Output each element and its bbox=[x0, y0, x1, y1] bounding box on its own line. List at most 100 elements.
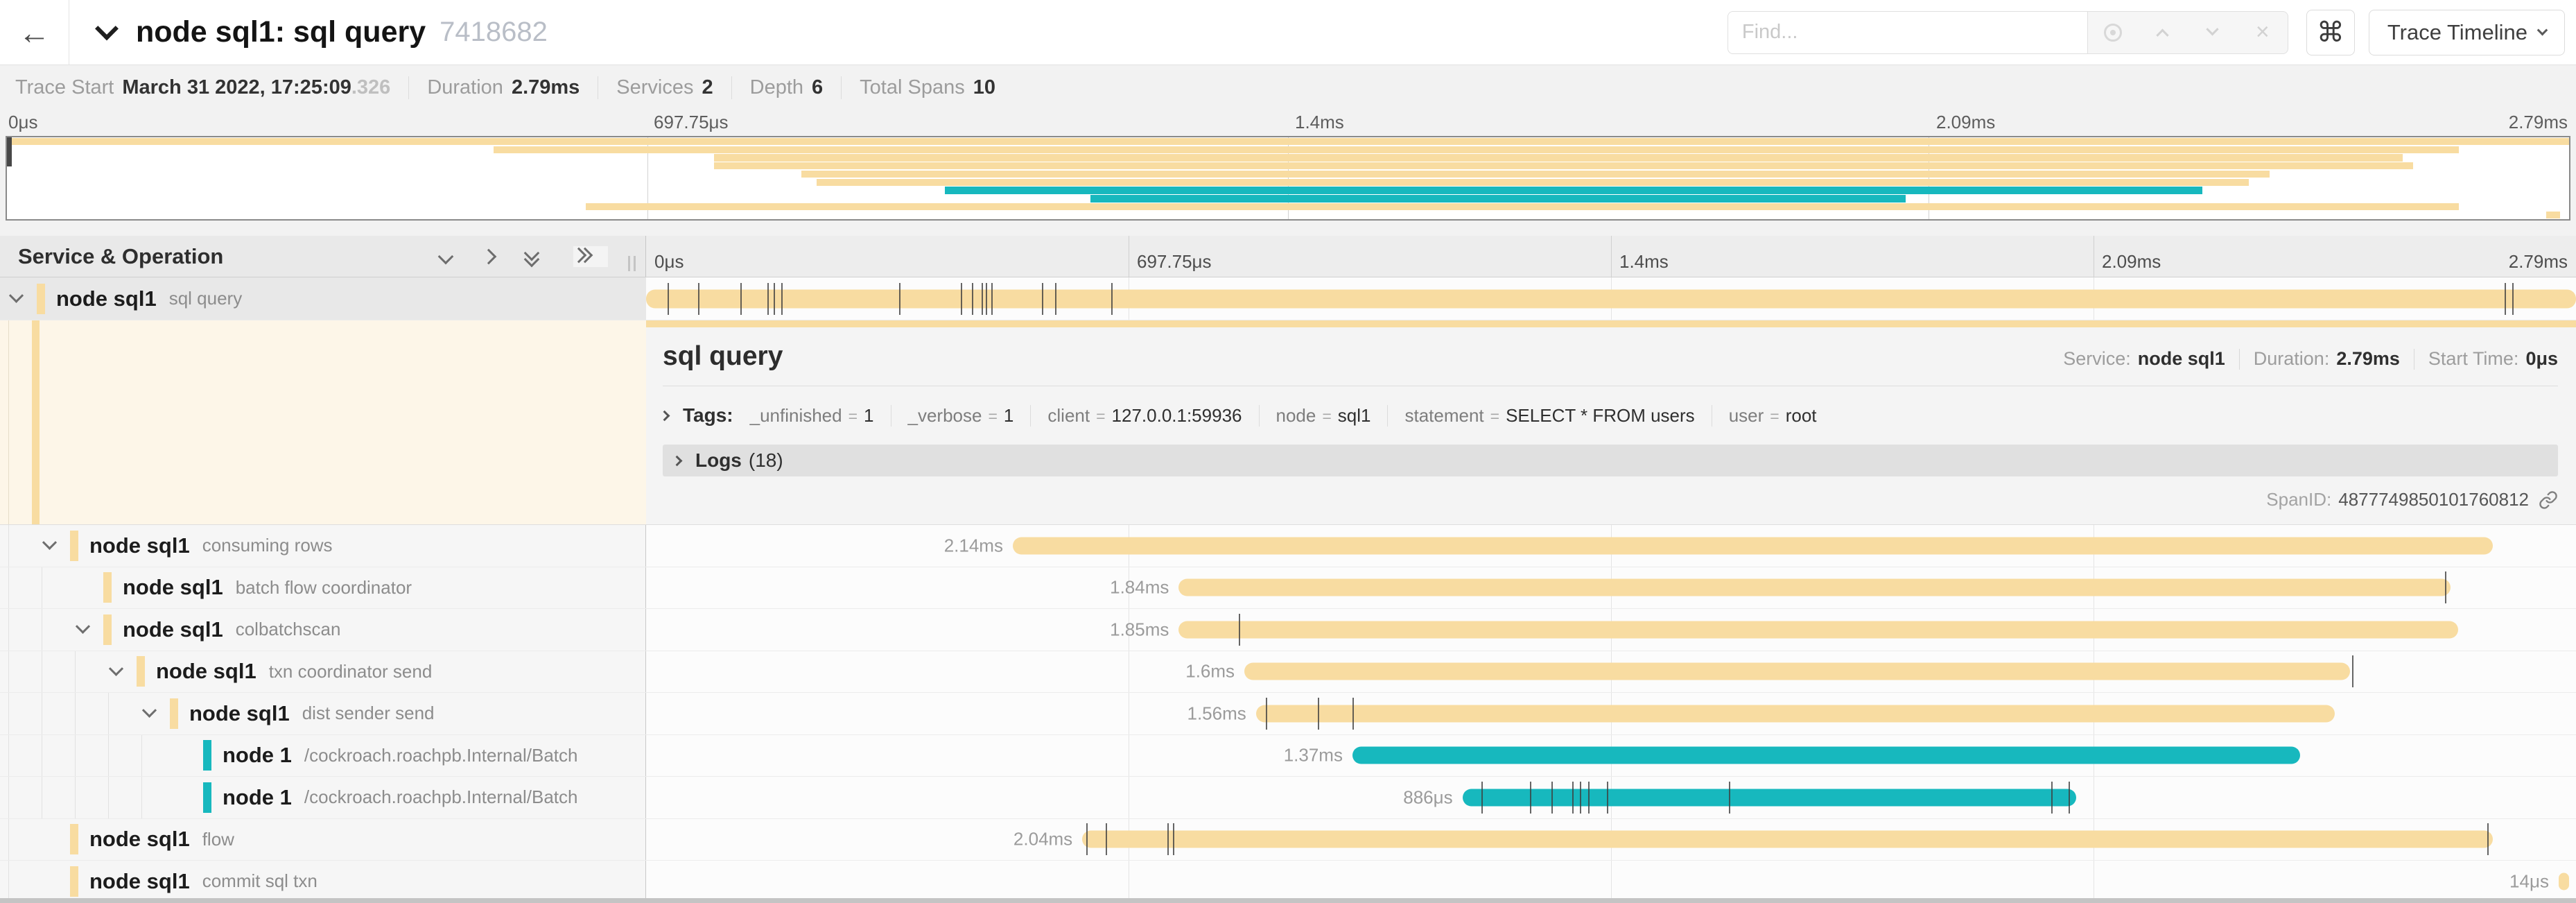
span-operation[interactable]: flow bbox=[202, 828, 234, 850]
span-name-cell[interactable]: node sql1 flow bbox=[0, 818, 646, 860]
span-lane[interactable]: 2.14ms bbox=[646, 525, 2576, 567]
find-prev-button[interactable] bbox=[2138, 12, 2188, 53]
span-name-cell[interactable]: node sql1 commit sql txn bbox=[0, 861, 646, 902]
minimap-row[interactable] bbox=[7, 203, 2569, 211]
minimap-row[interactable] bbox=[7, 195, 2569, 203]
expand-one-icon[interactable] bbox=[480, 248, 497, 264]
span-row[interactable]: node sql1 consuming rows 2.14ms bbox=[0, 525, 2576, 567]
expand-all-icon[interactable] bbox=[571, 246, 608, 267]
span-row[interactable]: node 1 /cockroach.roachpb.Internal/Batch… bbox=[0, 777, 2576, 819]
span-service[interactable]: node 1 bbox=[223, 743, 292, 768]
span-bar[interactable] bbox=[1462, 789, 2076, 807]
find-clear-button[interactable]: × bbox=[2255, 19, 2270, 45]
span-name-cell[interactable]: node sql1 txn coordinator send bbox=[0, 651, 646, 692]
span-service[interactable]: node sql1 bbox=[89, 827, 190, 852]
span-lane[interactable]: 1.6ms bbox=[646, 651, 2576, 693]
span-row[interactable]: node sql1 commit sql txn 14μs bbox=[0, 861, 2576, 903]
trace-view-dropdown[interactable]: Trace Timeline bbox=[2368, 9, 2565, 55]
span-lane[interactable]: 2.04ms bbox=[646, 819, 2576, 861]
trace-minimap[interactable] bbox=[6, 136, 2570, 221]
span-service[interactable]: node sql1 bbox=[189, 700, 290, 725]
span-name-cell[interactable]: node sql1 batch flow coordinator bbox=[0, 567, 646, 608]
span-service[interactable]: node sql1 bbox=[156, 659, 256, 684]
span-bar[interactable] bbox=[1352, 746, 2300, 764]
span-lane[interactable] bbox=[646, 277, 2576, 320]
span-service[interactable]: node sql1 bbox=[56, 286, 157, 311]
find-locate-button[interactable] bbox=[2088, 12, 2138, 53]
span-bar[interactable] bbox=[2558, 872, 2570, 891]
span-service[interactable]: node 1 bbox=[223, 784, 292, 809]
span-service[interactable]: node sql1 bbox=[89, 533, 190, 558]
span-row[interactable]: node sql1 batch flow coordinator 1.84ms bbox=[0, 567, 2576, 609]
minimap-row[interactable] bbox=[7, 146, 2569, 154]
find-next-button[interactable] bbox=[2188, 12, 2238, 53]
span-row[interactable]: node sql1 dist sender send 1.56ms bbox=[0, 693, 2576, 735]
expand-chevron-icon[interactable] bbox=[8, 288, 24, 303]
span-operation[interactable]: batch flow coordinator bbox=[235, 576, 412, 598]
span-lane[interactable]: 1.85ms bbox=[646, 609, 2576, 651]
span-bar[interactable] bbox=[1178, 578, 2451, 596]
span-lane[interactable]: 1.37ms bbox=[646, 735, 2576, 777]
collapse-one-icon[interactable] bbox=[437, 248, 454, 264]
tag-key: _verbose bbox=[907, 404, 982, 426]
collapse-all-icon[interactable] bbox=[523, 245, 541, 267]
minimap-row[interactable] bbox=[7, 211, 2569, 219]
span-bar[interactable] bbox=[646, 289, 2576, 308]
span-name-cell[interactable]: node 1 /cockroach.roachpb.Internal/Batch bbox=[0, 734, 646, 776]
span-operation[interactable]: consuming rows bbox=[202, 535, 333, 556]
span-operation[interactable]: /cockroach.roachpb.Internal/Batch bbox=[304, 744, 578, 766]
span-operation[interactable]: dist sender send bbox=[302, 703, 435, 724]
span-service[interactable]: node sql1 bbox=[89, 868, 190, 893]
deep-link-icon[interactable] bbox=[2539, 490, 2558, 510]
logs-row[interactable]: Logs (18) bbox=[663, 445, 2558, 476]
span-bar[interactable] bbox=[1255, 705, 2335, 723]
span-operation[interactable]: sql query bbox=[168, 288, 243, 309]
tags-row[interactable]: Tags: _unfinished = 1 _verbose = 1 clien… bbox=[659, 404, 2558, 427]
span-row[interactable]: node sql1 sql query bbox=[0, 277, 2576, 320]
span-detail-name-column bbox=[0, 320, 646, 524]
span-name-cell[interactable]: node 1 /cockroach.roachpb.Internal/Batch bbox=[0, 777, 646, 818]
column-resizer-grip[interactable] bbox=[628, 256, 636, 271]
span-service[interactable]: node sql1 bbox=[123, 575, 223, 600]
span-lane[interactable]: 1.56ms bbox=[646, 693, 2576, 734]
timeline-ruler: 0μs 697.75μs 1.4ms 2.09ms 2.79ms bbox=[646, 236, 2576, 277]
collapse-trace-chevron-icon[interactable] bbox=[95, 16, 119, 40]
minimap-row[interactable] bbox=[7, 178, 2569, 187]
span-name-cell[interactable]: node sql1 consuming rows bbox=[0, 525, 646, 567]
span-name-cell[interactable]: node sql1 dist sender send bbox=[0, 693, 646, 734]
back-button[interactable]: ← bbox=[0, 0, 69, 64]
span-row[interactable]: node sql1 colbatchscan 1.85ms bbox=[0, 609, 2576, 651]
minimap-row[interactable] bbox=[7, 187, 2569, 195]
find-input[interactable] bbox=[1727, 10, 2088, 54]
span-name-cell[interactable]: node sql1 sql query bbox=[0, 277, 646, 320]
viewport-drag-handle[interactable] bbox=[7, 137, 12, 166]
span-lane[interactable]: 1.84ms bbox=[646, 567, 2576, 609]
span-color-indicator bbox=[103, 572, 112, 603]
span-lane[interactable]: 14μs bbox=[646, 861, 2576, 902]
summary-label: Depth bbox=[749, 76, 804, 98]
span-bar[interactable] bbox=[1082, 830, 2494, 848]
span-row[interactable]: node sql1 txn coordinator send 1.6ms bbox=[0, 651, 2576, 693]
minimap-row[interactable] bbox=[7, 162, 2569, 170]
span-service[interactable]: node sql1 bbox=[123, 617, 223, 642]
expand-chevron-icon[interactable] bbox=[42, 535, 58, 551]
minimap-row[interactable] bbox=[7, 170, 2569, 178]
span-row[interactable]: node sql1 flow 2.04ms bbox=[0, 818, 2576, 861]
minimap-row[interactable] bbox=[7, 137, 2569, 146]
span-operation[interactable]: txn coordinator send bbox=[268, 660, 433, 682]
span-name-cell[interactable]: node sql1 colbatchscan bbox=[0, 609, 646, 651]
expand-chevron-icon[interactable] bbox=[108, 661, 124, 676]
expand-chevron-icon[interactable] bbox=[75, 619, 91, 635]
span-bar[interactable] bbox=[1178, 621, 2459, 639]
span-row[interactable]: node 1 /cockroach.roachpb.Internal/Batch… bbox=[0, 734, 2576, 777]
keyboard-shortcuts-button[interactable]: ⌘ bbox=[2306, 9, 2355, 55]
span-operation[interactable]: commit sql txn bbox=[202, 870, 317, 892]
span-operation[interactable]: /cockroach.roachpb.Internal/Batch bbox=[304, 786, 578, 808]
span-bar[interactable] bbox=[1012, 537, 2494, 555]
span-operation[interactable]: colbatchscan bbox=[235, 619, 341, 640]
horizontal-scrollbar[interactable] bbox=[0, 898, 2576, 903]
minimap-row[interactable] bbox=[7, 154, 2569, 162]
span-bar[interactable] bbox=[1244, 662, 2351, 680]
span-lane[interactable]: 886μs bbox=[646, 777, 2576, 818]
expand-chevron-icon[interactable] bbox=[141, 703, 157, 719]
